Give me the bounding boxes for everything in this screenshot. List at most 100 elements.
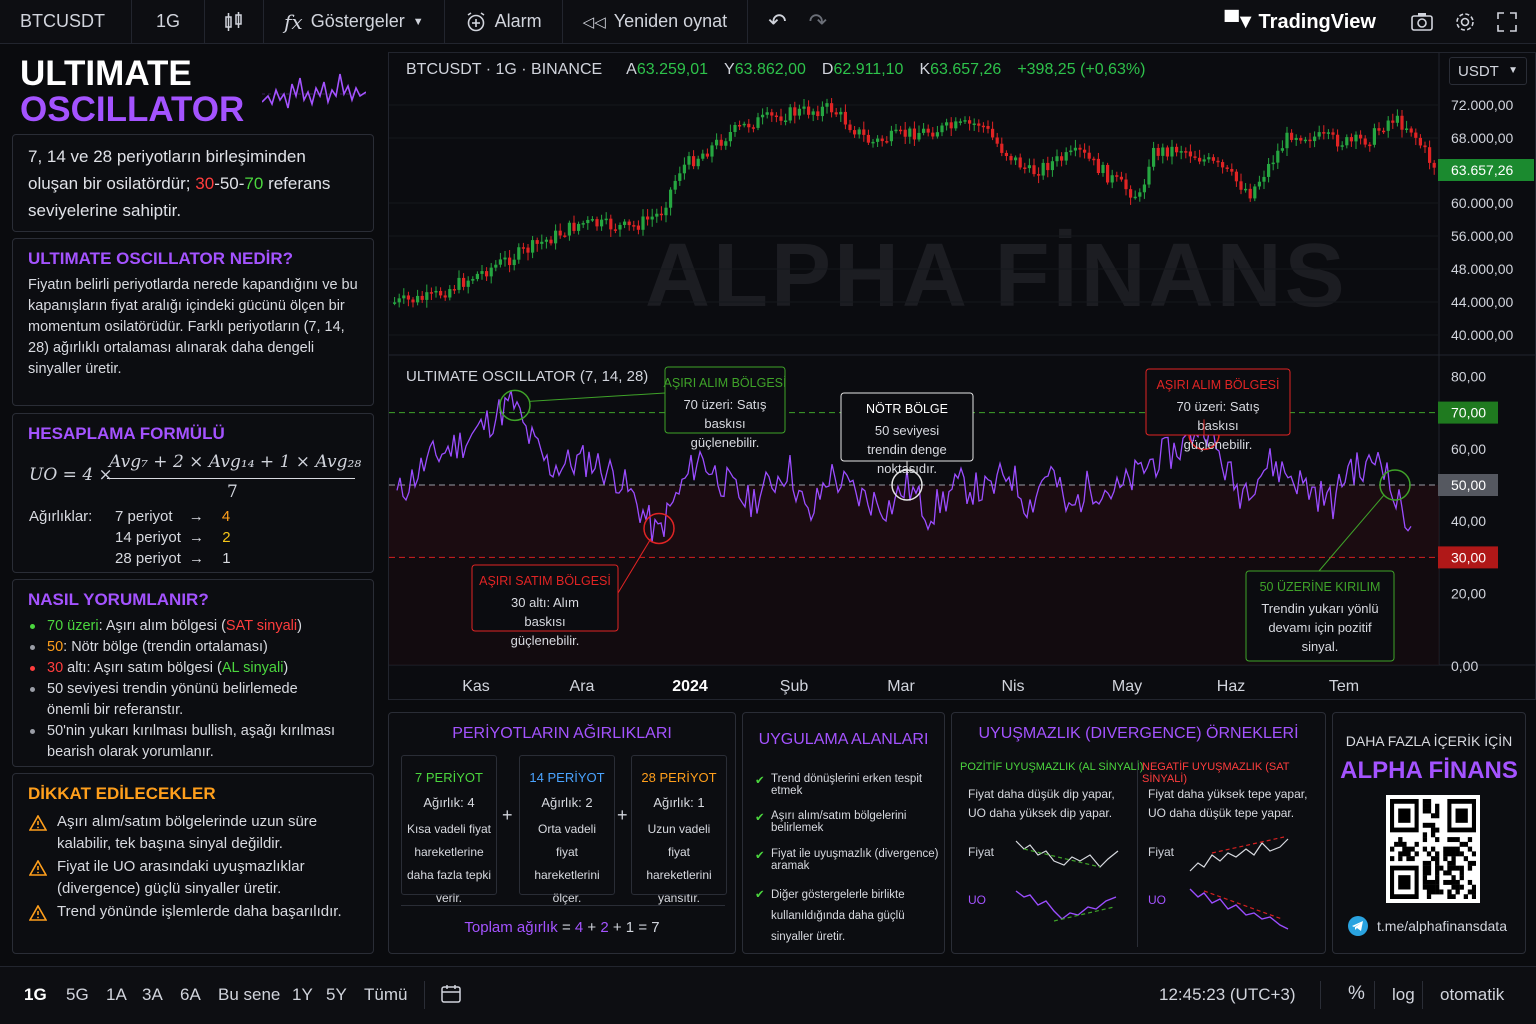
qr-module	[1467, 889, 1473, 895]
qr-module	[1471, 889, 1477, 895]
range-button-1a[interactable]: 1A	[106, 985, 127, 1004]
gear-icon[interactable]	[1454, 11, 1476, 33]
price-candle	[1280, 148, 1284, 151]
price-candle	[761, 114, 765, 118]
price-candle	[517, 247, 521, 260]
qr-module	[1463, 894, 1469, 900]
title-line2: OSCILLATOR	[20, 90, 245, 129]
promo-panel: DAHA FAZLA İÇERİK İÇİN ALPHA FİNANS t.me…	[1332, 712, 1526, 954]
price-candle	[940, 125, 944, 133]
price-candle	[742, 123, 746, 126]
clock-divider	[1320, 981, 1321, 1009]
t: Fiyat ile uyuşmazlık (divergence) aramak	[771, 848, 939, 872]
price-candle	[1271, 162, 1275, 165]
price-legend: BTCUSDT · 1G · BINANCE A63.259,01 Y63.86…	[406, 61, 1145, 79]
price-candle	[659, 213, 663, 216]
percent-divider	[1374, 981, 1375, 1009]
qr-module	[1455, 889, 1460, 895]
qr-code[interactable]	[1386, 795, 1480, 903]
price-candle	[1202, 159, 1206, 162]
redo-icon[interactable]: ↷	[808, 8, 828, 34]
pos-desc: Fiyat daha düşük dip yapar, UO daha yüks…	[968, 787, 1115, 820]
chart-pane[interactable]: ALPHA FİNANS BTCUSDT · 1G · BINANCE A63.…	[388, 52, 1536, 700]
clock-readout[interactable]: 12:45:23 (UTC+3)	[1159, 985, 1296, 1004]
price-candle	[779, 116, 783, 121]
replay-button[interactable]: ◁◁ Yeniden oynat	[563, 0, 749, 44]
price-candle	[692, 156, 696, 167]
price-candle	[958, 121, 962, 123]
calendar-icon[interactable]	[440, 983, 462, 1005]
qr-module	[1455, 851, 1460, 857]
range-button-6a[interactable]: 6A	[180, 985, 201, 1004]
qr-module	[1426, 808, 1432, 814]
range-button-3a[interactable]: 3A	[142, 985, 163, 1004]
qr-finder	[1455, 808, 1468, 823]
telegram-link[interactable]: t.me/alphafinansdata	[1347, 915, 1507, 937]
divider	[1137, 761, 1138, 947]
range-button-5g[interactable]: 5G	[66, 985, 89, 1004]
price-candle	[747, 123, 751, 128]
auto-scale-toggle[interactable]: otomatik	[1440, 985, 1505, 1004]
fx-icon: fx	[284, 9, 303, 34]
undo-icon[interactable]: ↶	[768, 8, 787, 34]
ob1-callout-body: 70 üzeri: Satış	[683, 397, 767, 412]
qr-module	[1451, 894, 1456, 900]
w: Ağırlık: 2	[541, 795, 593, 810]
tv-brand: TradingView	[1258, 10, 1376, 33]
qr-module	[1422, 846, 1428, 852]
indicators-button[interactable]: fx Göstergeler ▼	[264, 0, 445, 44]
qr-module	[1426, 884, 1432, 890]
caution-item: Fiyat ile UO arasındaki uyuşmazlıklar (d…	[13, 856, 373, 900]
percent-toggle[interactable]: %	[1348, 983, 1365, 1004]
level-badge-label: 70,00	[1451, 405, 1486, 421]
price-candle	[728, 131, 732, 142]
price-candle	[1193, 156, 1197, 158]
price-candle	[1170, 146, 1174, 157]
log-divider	[1422, 981, 1423, 1009]
chevron-down-icon: ▼	[1508, 65, 1518, 76]
alarm-button[interactable]: Alarm	[445, 0, 563, 44]
qr-module	[1459, 841, 1464, 847]
osc-tick-label: 60,00	[1451, 441, 1486, 457]
d: Kısa vadeli fiyat hareketlerine daha faz…	[406, 822, 492, 905]
price-candle	[1179, 151, 1183, 153]
time-tick-label: Kas	[462, 678, 490, 695]
qr-module	[1459, 875, 1464, 881]
price-candle	[1303, 139, 1307, 142]
price-candle	[1129, 189, 1133, 198]
chart-type-button[interactable]	[205, 0, 265, 44]
formula-lhs: UO = 4 ×	[29, 465, 113, 485]
price-candle	[595, 219, 599, 227]
pos-price-label: Fiyat	[968, 845, 995, 859]
range-button-5y[interactable]: 5Y	[326, 985, 347, 1004]
weight-row-14: 14 periyot → 2	[115, 529, 231, 546]
price-candle	[830, 103, 834, 113]
break-callout-title: 50 ÜZERİNE KIRILIM	[1260, 580, 1381, 594]
qr-module	[1447, 851, 1452, 857]
range-button-tümü[interactable]: Tümü	[364, 985, 408, 1004]
price-candle	[655, 213, 659, 217]
camera-icon[interactable]	[1410, 11, 1434, 33]
tradingview-logo[interactable]: ▀▼ TradingView	[1225, 11, 1376, 34]
usage-item: ✔ Diğer göstergelerle birlikte kullanıldı…	[755, 885, 941, 948]
log-toggle[interactable]: log	[1392, 985, 1415, 1004]
arrow: →	[189, 550, 205, 567]
qr-module	[1414, 851, 1419, 857]
range-button-1y[interactable]: 1Y	[292, 985, 313, 1004]
currency-select[interactable]: USDT ▼	[1449, 57, 1527, 85]
qr-finder	[1398, 875, 1411, 890]
break-callout-body: Trendin yukarı yönlü	[1261, 601, 1378, 616]
neg-price-label: Fiyat	[1148, 845, 1175, 859]
interval-button[interactable]: 1G	[132, 0, 206, 44]
price-candle	[949, 122, 953, 129]
caution-item: Aşırı alım/satım bölgelerinde uzun süre …	[13, 811, 373, 855]
qr-module	[1435, 837, 1440, 843]
price-candle	[774, 115, 778, 118]
symbol-search-button[interactable]: BTCUSDT	[0, 0, 132, 44]
range-button-1g[interactable]: 1G	[24, 985, 47, 1004]
price-candle	[485, 271, 489, 277]
fullscreen-icon[interactable]	[1496, 11, 1518, 33]
range-button-bu-sene[interactable]: Bu sene	[218, 985, 281, 1004]
divider	[401, 905, 725, 906]
qr-module	[1398, 851, 1403, 857]
